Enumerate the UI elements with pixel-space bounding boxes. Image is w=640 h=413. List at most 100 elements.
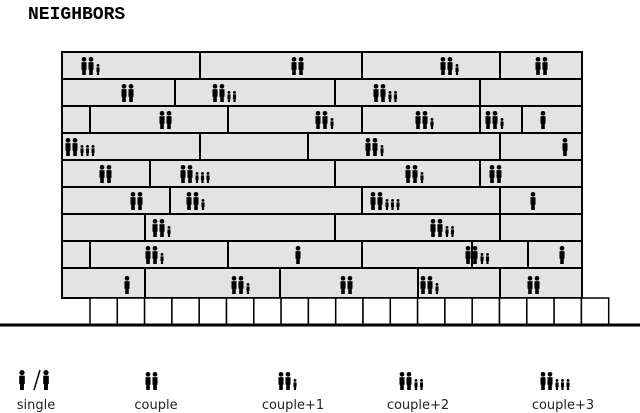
head bbox=[167, 226, 171, 229]
legs bbox=[286, 381, 290, 390]
apartment bbox=[499, 213, 583, 242]
body bbox=[219, 89, 225, 97]
head bbox=[455, 64, 459, 67]
legs bbox=[548, 381, 552, 390]
body bbox=[430, 224, 436, 232]
legs bbox=[194, 201, 198, 210]
head bbox=[206, 172, 210, 175]
body bbox=[437, 224, 443, 232]
body bbox=[238, 281, 244, 289]
head bbox=[562, 138, 568, 143]
legs bbox=[416, 120, 420, 129]
body bbox=[562, 143, 568, 151]
body bbox=[370, 197, 376, 205]
legs bbox=[167, 120, 171, 129]
legs bbox=[378, 201, 382, 210]
apartment bbox=[479, 78, 583, 107]
body bbox=[420, 175, 424, 180]
apartment bbox=[61, 186, 171, 215]
body bbox=[560, 382, 565, 387]
body bbox=[291, 62, 297, 70]
body bbox=[485, 116, 491, 124]
piloti bbox=[225, 297, 255, 326]
legs bbox=[201, 205, 205, 210]
body bbox=[390, 202, 395, 207]
piloti bbox=[89, 297, 119, 326]
legs bbox=[566, 385, 570, 390]
body bbox=[128, 89, 134, 97]
legs bbox=[100, 174, 104, 183]
legs bbox=[138, 201, 142, 210]
legend-label: couple+1 bbox=[262, 398, 324, 413]
body bbox=[472, 251, 478, 259]
head bbox=[540, 111, 546, 116]
head bbox=[414, 379, 418, 382]
legend-label: single bbox=[17, 398, 56, 413]
legs bbox=[146, 255, 150, 264]
legs bbox=[500, 124, 504, 129]
slash bbox=[33, 369, 41, 391]
head bbox=[315, 111, 321, 116]
body bbox=[246, 286, 250, 291]
body bbox=[227, 94, 231, 99]
legs bbox=[160, 228, 164, 237]
apartment bbox=[61, 267, 146, 299]
head bbox=[535, 57, 541, 62]
head bbox=[527, 276, 533, 281]
head bbox=[285, 372, 291, 377]
piloti bbox=[362, 297, 392, 326]
apartment bbox=[89, 105, 229, 134]
body bbox=[445, 229, 449, 234]
legs bbox=[66, 147, 70, 156]
head bbox=[152, 246, 158, 251]
apartment bbox=[61, 78, 176, 107]
piloti bbox=[526, 297, 555, 326]
apartment bbox=[61, 159, 151, 188]
legs bbox=[153, 381, 157, 390]
body bbox=[414, 382, 418, 387]
head bbox=[137, 192, 143, 197]
head bbox=[291, 57, 297, 62]
legs bbox=[486, 259, 489, 264]
body bbox=[88, 62, 94, 70]
body bbox=[121, 89, 127, 97]
head bbox=[480, 253, 484, 256]
legs bbox=[201, 178, 204, 183]
body bbox=[530, 197, 536, 205]
body bbox=[159, 224, 165, 232]
body bbox=[145, 377, 151, 385]
body bbox=[559, 251, 565, 259]
head bbox=[193, 192, 199, 197]
apartment bbox=[199, 132, 309, 161]
body bbox=[373, 89, 379, 97]
head bbox=[96, 64, 100, 67]
body bbox=[435, 286, 439, 291]
piloti bbox=[253, 297, 282, 326]
legs bbox=[188, 174, 192, 183]
head bbox=[430, 219, 436, 224]
head bbox=[420, 172, 424, 175]
body bbox=[298, 62, 304, 70]
body bbox=[322, 116, 328, 124]
body bbox=[534, 281, 540, 289]
head bbox=[406, 372, 412, 377]
piloti bbox=[416, 297, 446, 326]
body bbox=[399, 377, 405, 385]
legs bbox=[391, 205, 394, 210]
title: NEIGHBORS bbox=[28, 5, 125, 25]
legs bbox=[299, 66, 303, 75]
head bbox=[485, 111, 491, 116]
head bbox=[278, 372, 284, 377]
legs bbox=[541, 120, 545, 129]
body bbox=[152, 377, 158, 385]
apartment bbox=[471, 240, 529, 269]
head bbox=[372, 138, 378, 143]
head bbox=[399, 372, 405, 377]
head bbox=[227, 91, 231, 94]
legs bbox=[541, 381, 545, 390]
head bbox=[330, 118, 334, 121]
piloti bbox=[553, 297, 583, 326]
head bbox=[391, 199, 394, 202]
body bbox=[566, 382, 570, 387]
